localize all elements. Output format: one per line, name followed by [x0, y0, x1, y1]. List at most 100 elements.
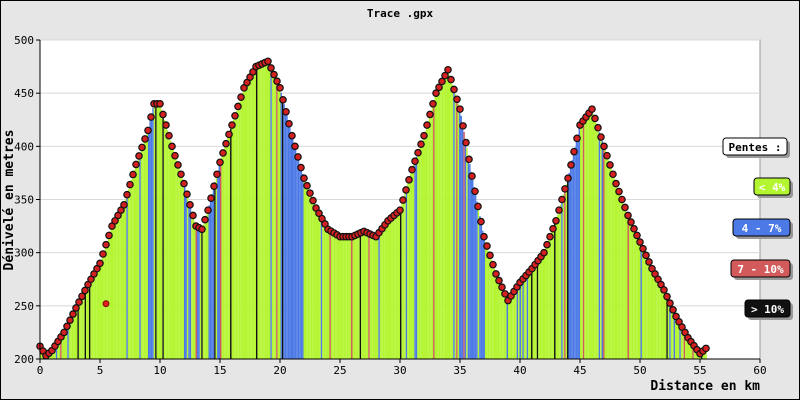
slope-bar — [148, 127, 150, 360]
slope-bar — [70, 318, 72, 359]
outlier-point — [102, 300, 110, 308]
x-axis-label: Distance en km — [650, 379, 760, 394]
slope-bar — [101, 255, 104, 359]
slope-bar — [545, 246, 547, 359]
slope-bar — [330, 231, 333, 359]
slope-bar — [184, 186, 186, 359]
elevation-point — [162, 121, 170, 129]
slope-bar — [371, 234, 373, 359]
slope-bar — [683, 331, 686, 359]
slope-bar — [81, 295, 84, 359]
slope-bar — [281, 98, 284, 359]
slope-bar — [549, 235, 552, 359]
slope-bar — [664, 293, 667, 359]
slope-bar — [376, 234, 379, 359]
elevation-point — [666, 299, 674, 307]
elevation-point — [459, 122, 467, 130]
slope-bar — [384, 224, 386, 359]
slope-bar — [198, 227, 200, 359]
slope-bar — [538, 259, 540, 359]
slope-bar — [304, 182, 307, 359]
elevation-point — [642, 251, 650, 260]
slope-bar — [546, 243, 549, 359]
slope-bar — [361, 232, 363, 359]
slope-bar — [408, 178, 411, 359]
elevation-point — [612, 179, 620, 188]
elevation-point — [69, 310, 77, 318]
slope-bar — [618, 193, 621, 359]
slope-bar — [450, 80, 452, 360]
elevation-point — [555, 206, 563, 214]
legend-label: 4 - 7% — [742, 222, 782, 235]
slope-bar — [523, 277, 526, 359]
slope-bar — [662, 287, 664, 359]
elevation-point — [618, 195, 626, 204]
slope-bar — [564, 189, 566, 359]
slope-bar — [211, 193, 213, 359]
slope-bar — [495, 272, 497, 359]
slope-bar — [77, 303, 79, 359]
elevation-point — [228, 121, 236, 129]
slope-bar — [258, 64, 261, 359]
x-tick-label: 55 — [693, 364, 706, 377]
slope-bar — [400, 207, 402, 359]
elevation-point — [270, 70, 278, 79]
elevation-point — [105, 231, 113, 240]
slope-bar — [515, 288, 517, 359]
slope-bar — [273, 74, 275, 359]
slope-bar — [431, 105, 434, 359]
slope-bar — [604, 150, 606, 359]
slope-bar — [175, 158, 177, 359]
slope-bar — [230, 128, 232, 359]
elevation-point — [561, 185, 569, 193]
slope-bar — [366, 232, 369, 359]
elevation-point — [141, 135, 149, 143]
slope-bar — [271, 71, 274, 359]
slope-bar — [643, 251, 645, 359]
chart-title: Trace .gpx — [367, 7, 434, 20]
slope-bar — [257, 65, 259, 359]
slope-bar — [424, 131, 426, 359]
y-tick-labels: 200 250 300 350 400 450 500 — [14, 34, 34, 366]
slope-bar — [309, 193, 311, 359]
slope-bar — [536, 261, 539, 359]
slope-bar — [356, 234, 359, 359]
x-tick-label: 15 — [213, 364, 226, 377]
slope-bar — [145, 136, 147, 359]
slope-bar — [440, 83, 442, 360]
slope-bar — [93, 273, 95, 359]
slope-bar — [253, 70, 255, 360]
x-tick-label: 60 — [753, 364, 766, 377]
slope-bar — [552, 227, 555, 359]
slope-bar — [235, 110, 238, 359]
slope-bar — [577, 134, 579, 359]
slope-bar — [194, 221, 196, 359]
elevation-point — [171, 151, 179, 160]
slope-bar — [234, 115, 236, 359]
slope-bar — [649, 263, 651, 359]
slope-bar — [97, 266, 100, 359]
slope-bar — [666, 296, 668, 359]
slope-bar — [150, 114, 153, 359]
elevation-point — [564, 174, 572, 183]
slope-bar — [214, 182, 216, 359]
slope-bar — [107, 237, 110, 359]
slope-bar — [611, 172, 614, 359]
slope-bar — [215, 176, 218, 359]
slope-bar — [641, 247, 644, 359]
svg-text:Pentes :: Pentes : — [729, 141, 782, 154]
slope-bar — [250, 75, 252, 360]
elevation-point — [309, 196, 317, 205]
elevation-point — [630, 224, 638, 233]
legend-item: 4 - 7% — [732, 218, 793, 239]
slope-bar — [441, 80, 444, 359]
slope-bar — [120, 209, 123, 359]
slope-bar — [362, 231, 364, 359]
elevation-point — [291, 142, 299, 151]
slope-bar — [657, 280, 660, 359]
slope-bar — [590, 110, 592, 359]
elevation-point — [135, 152, 143, 160]
elevation-point — [213, 170, 221, 179]
elevation-point — [462, 138, 470, 147]
slope-bar — [172, 150, 174, 359]
